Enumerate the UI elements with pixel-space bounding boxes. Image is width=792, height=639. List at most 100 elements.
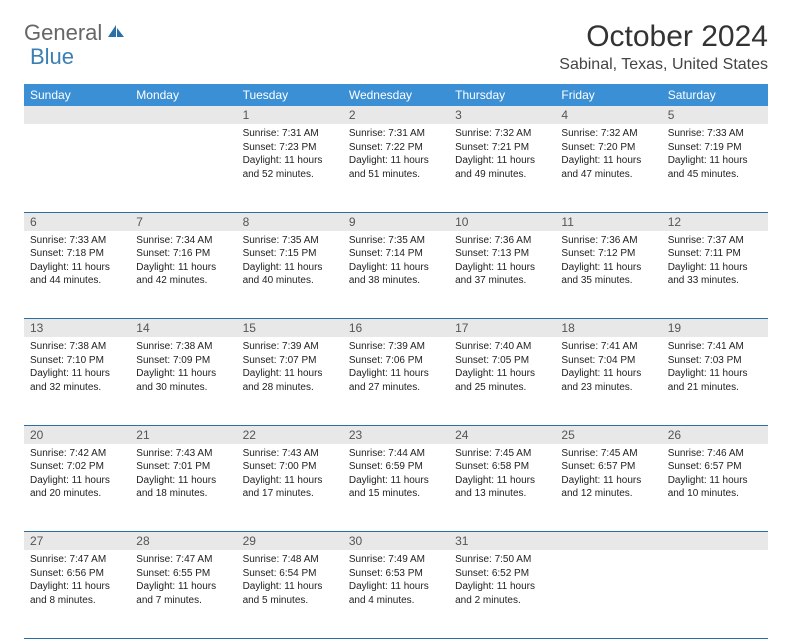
day-line-sunrise: Sunrise: 7:43 AM [243, 447, 337, 461]
day-line-dl2: and 42 minutes. [136, 274, 230, 288]
day-number [555, 532, 661, 551]
day-number: 20 [24, 425, 130, 444]
day-cell [130, 124, 236, 212]
day-line-sunset: Sunset: 6:52 PM [455, 567, 549, 581]
day-cell: Sunrise: 7:50 AMSunset: 6:52 PMDaylight:… [449, 550, 555, 638]
day-line-dl1: Daylight: 11 hours [136, 474, 230, 488]
day-line-sunrise: Sunrise: 7:31 AM [349, 127, 443, 141]
day-cell: Sunrise: 7:44 AMSunset: 6:59 PMDaylight:… [343, 444, 449, 532]
day-cell: Sunrise: 7:42 AMSunset: 7:02 PMDaylight:… [24, 444, 130, 532]
day-content: Sunrise: 7:40 AMSunset: 7:05 PMDaylight:… [449, 337, 555, 400]
day-line-dl1: Daylight: 11 hours [668, 261, 762, 275]
day-cell: Sunrise: 7:47 AMSunset: 6:55 PMDaylight:… [130, 550, 236, 638]
day-content: Sunrise: 7:37 AMSunset: 7:11 PMDaylight:… [662, 231, 768, 294]
day-content: Sunrise: 7:42 AMSunset: 7:02 PMDaylight:… [24, 444, 130, 507]
day-number: 15 [237, 319, 343, 338]
day-content: Sunrise: 7:36 AMSunset: 7:12 PMDaylight:… [555, 231, 661, 294]
day-line-dl1: Daylight: 11 hours [455, 154, 549, 168]
day-number [662, 532, 768, 551]
day-line-sunrise: Sunrise: 7:40 AM [455, 340, 549, 354]
day-content: Sunrise: 7:32 AMSunset: 7:21 PMDaylight:… [449, 124, 555, 187]
day-line-dl2: and 25 minutes. [455, 381, 549, 395]
day-line-dl2: and 17 minutes. [243, 487, 337, 501]
day-line-sunrise: Sunrise: 7:41 AM [561, 340, 655, 354]
day-line-dl2: and 51 minutes. [349, 168, 443, 182]
day-number: 25 [555, 425, 661, 444]
day-line-dl2: and 7 minutes. [136, 594, 230, 608]
day-line-sunrise: Sunrise: 7:50 AM [455, 553, 549, 567]
day-number: 12 [662, 212, 768, 231]
sail-icon [106, 23, 126, 44]
day-line-sunset: Sunset: 7:23 PM [243, 141, 337, 155]
day-line-dl1: Daylight: 11 hours [561, 154, 655, 168]
day-number: 30 [343, 532, 449, 551]
day-number: 27 [24, 532, 130, 551]
day-cell: Sunrise: 7:34 AMSunset: 7:16 PMDaylight:… [130, 231, 236, 319]
day-line-sunrise: Sunrise: 7:43 AM [136, 447, 230, 461]
day-line-sunset: Sunset: 7:19 PM [668, 141, 762, 155]
day-content: Sunrise: 7:36 AMSunset: 7:13 PMDaylight:… [449, 231, 555, 294]
day-line-sunset: Sunset: 7:18 PM [30, 247, 124, 261]
day-content: Sunrise: 7:39 AMSunset: 7:06 PMDaylight:… [343, 337, 449, 400]
day-line-dl1: Daylight: 11 hours [243, 474, 337, 488]
day-line-dl1: Daylight: 11 hours [30, 367, 124, 381]
day-line-sunrise: Sunrise: 7:31 AM [243, 127, 337, 141]
day-line-sunset: Sunset: 7:22 PM [349, 141, 443, 155]
day-content: Sunrise: 7:44 AMSunset: 6:59 PMDaylight:… [343, 444, 449, 507]
day-number: 4 [555, 106, 661, 124]
day-content: Sunrise: 7:39 AMSunset: 7:07 PMDaylight:… [237, 337, 343, 400]
day-cell: Sunrise: 7:39 AMSunset: 7:06 PMDaylight:… [343, 337, 449, 425]
day-number: 23 [343, 425, 449, 444]
day-line-sunrise: Sunrise: 7:39 AM [349, 340, 443, 354]
day-content: Sunrise: 7:43 AMSunset: 7:00 PMDaylight:… [237, 444, 343, 507]
day-number [24, 106, 130, 124]
day-line-sunset: Sunset: 6:55 PM [136, 567, 230, 581]
day-line-dl2: and 30 minutes. [136, 381, 230, 395]
day-cell: Sunrise: 7:32 AMSunset: 7:20 PMDaylight:… [555, 124, 661, 212]
day-number: 3 [449, 106, 555, 124]
day-line-sunset: Sunset: 7:20 PM [561, 141, 655, 155]
day-content: Sunrise: 7:31 AMSunset: 7:22 PMDaylight:… [343, 124, 449, 187]
calendar-table: SundayMondayTuesdayWednesdayThursdayFrid… [24, 84, 768, 639]
day-cell: Sunrise: 7:41 AMSunset: 7:04 PMDaylight:… [555, 337, 661, 425]
day-line-dl1: Daylight: 11 hours [561, 474, 655, 488]
day-content: Sunrise: 7:43 AMSunset: 7:01 PMDaylight:… [130, 444, 236, 507]
day-cell: Sunrise: 7:43 AMSunset: 7:01 PMDaylight:… [130, 444, 236, 532]
day-cell [555, 550, 661, 638]
day-line-sunrise: Sunrise: 7:32 AM [455, 127, 549, 141]
day-line-dl2: and 35 minutes. [561, 274, 655, 288]
day-line-sunset: Sunset: 7:14 PM [349, 247, 443, 261]
day-line-sunset: Sunset: 7:00 PM [243, 460, 337, 474]
day-line-sunrise: Sunrise: 7:47 AM [30, 553, 124, 567]
weekday-header: Monday [130, 84, 236, 106]
day-number: 1 [237, 106, 343, 124]
day-number: 26 [662, 425, 768, 444]
day-line-dl2: and 23 minutes. [561, 381, 655, 395]
day-line-dl1: Daylight: 11 hours [243, 367, 337, 381]
day-line-dl1: Daylight: 11 hours [455, 580, 549, 594]
day-line-dl2: and 32 minutes. [30, 381, 124, 395]
day-line-sunset: Sunset: 7:10 PM [30, 354, 124, 368]
day-line-sunset: Sunset: 6:57 PM [668, 460, 762, 474]
day-line-dl1: Daylight: 11 hours [30, 261, 124, 275]
day-line-sunset: Sunset: 7:06 PM [349, 354, 443, 368]
day-line-dl2: and 38 minutes. [349, 274, 443, 288]
day-line-dl2: and 2 minutes. [455, 594, 549, 608]
logo-blue-row: Blue [30, 44, 74, 70]
day-line-dl1: Daylight: 11 hours [455, 474, 549, 488]
day-line-dl2: and 21 minutes. [668, 381, 762, 395]
day-number: 8 [237, 212, 343, 231]
day-content: Sunrise: 7:47 AMSunset: 6:55 PMDaylight:… [130, 550, 236, 613]
day-cell: Sunrise: 7:47 AMSunset: 6:56 PMDaylight:… [24, 550, 130, 638]
day-number [130, 106, 236, 124]
day-line-sunset: Sunset: 7:03 PM [668, 354, 762, 368]
day-line-dl1: Daylight: 11 hours [30, 580, 124, 594]
day-content: Sunrise: 7:38 AMSunset: 7:09 PMDaylight:… [130, 337, 236, 400]
day-content: Sunrise: 7:38 AMSunset: 7:10 PMDaylight:… [24, 337, 130, 400]
day-line-dl2: and 44 minutes. [30, 274, 124, 288]
day-content: Sunrise: 7:45 AMSunset: 6:57 PMDaylight:… [555, 444, 661, 507]
day-cell [24, 124, 130, 212]
day-line-sunrise: Sunrise: 7:33 AM [30, 234, 124, 248]
calendar-body: 12345Sunrise: 7:31 AMSunset: 7:23 PMDayl… [24, 106, 768, 638]
day-line-dl2: and 37 minutes. [455, 274, 549, 288]
